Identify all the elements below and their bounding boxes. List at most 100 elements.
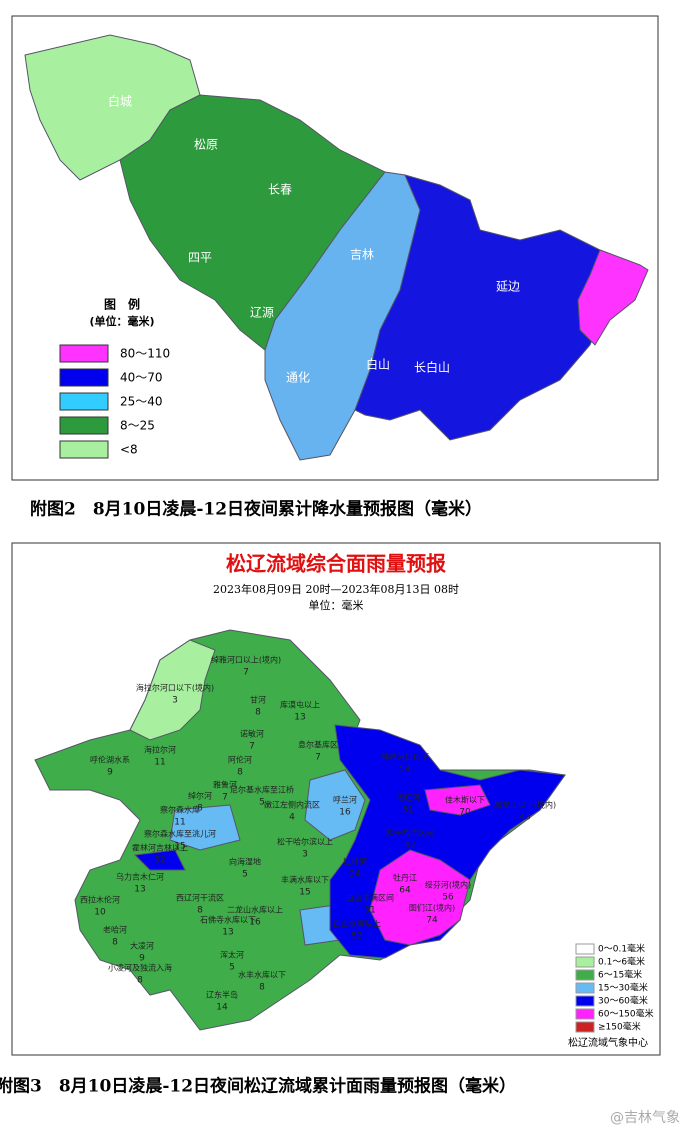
region-name: 库漠屯以上	[280, 700, 320, 710]
region-name: 甘河	[250, 695, 266, 705]
legend-label: 8～25	[120, 419, 155, 433]
place-label: 辽源	[250, 306, 274, 320]
region-value: 15	[174, 842, 185, 852]
region-name: 牡丹江	[393, 873, 417, 883]
region-name: 阿伦河	[228, 755, 252, 765]
region-value: 15	[299, 888, 310, 898]
region-value: 8	[259, 983, 265, 993]
legend-swatch	[59, 344, 109, 363]
legend-swatch	[575, 969, 595, 981]
watermark: @吉林气象	[610, 1110, 680, 1126]
region-value: 13	[222, 928, 233, 938]
place-label: 松原	[194, 138, 218, 152]
legend-swatch	[59, 392, 109, 411]
region-value: 5	[259, 798, 265, 808]
region-value: 24	[349, 870, 361, 880]
region-value: 3	[172, 696, 178, 706]
legend-unit: (单位：毫米)	[89, 314, 154, 328]
region-name: 老哈河	[103, 925, 127, 935]
region-name: 石佛寺水库以下	[200, 915, 256, 925]
region	[354, 174, 641, 441]
legend-label: 15～30毫米	[598, 982, 648, 994]
region-name: 察尔森水库	[160, 805, 200, 815]
region-name: 绥芬河(境内)	[425, 880, 471, 890]
source: 松辽流域气象中心	[568, 1036, 648, 1049]
region-value: 16	[249, 918, 261, 928]
place-label: 四平	[188, 251, 212, 265]
place-label: 吉林	[350, 248, 374, 262]
region-value: 43	[519, 813, 530, 823]
region-name: 嫩江左侧内流区	[264, 800, 320, 810]
region-value: 74	[426, 916, 438, 926]
region-name: 西拉木伦河	[80, 895, 120, 905]
legend-swatch	[575, 943, 595, 955]
region-value: 8	[137, 976, 143, 986]
map2-legend: 0～0.1毫米0.1～6毫米6～15毫米15～30毫米30～60毫米60～150…	[575, 943, 654, 1033]
map2-unit: 单位：毫米	[309, 598, 364, 612]
region-value: 9	[107, 768, 113, 778]
legend-swatch	[575, 995, 595, 1007]
region-value: 7	[249, 742, 255, 752]
legend-label: <8	[120, 443, 138, 457]
region-name: 松干哈佳区间	[386, 828, 434, 838]
region-value: 8	[255, 708, 261, 718]
region	[304, 769, 366, 841]
legend-swatch	[59, 440, 109, 459]
region-name: 呼兰河	[333, 795, 357, 805]
region-value: 4	[289, 813, 295, 823]
place-label: 通化	[286, 371, 310, 385]
region-name: 汤旺河	[396, 793, 420, 803]
caption: 附图3 8月10日凌晨-12日夜间松辽流域累计面雨量预报图（毫米）	[0, 1076, 516, 1097]
region	[169, 804, 241, 851]
region-name: 诺敏河	[240, 729, 264, 739]
region-name: 丰满水库以下	[281, 875, 329, 885]
region-name: 拉林河	[343, 857, 367, 867]
region	[369, 849, 471, 946]
legend-label: 25～40	[120, 395, 163, 409]
region-value: 56	[442, 893, 454, 903]
region-value: 31	[364, 906, 375, 916]
region-value: 8	[197, 804, 203, 814]
region-value: 13	[294, 713, 305, 723]
region-value: 64	[399, 886, 411, 896]
region-value: 11	[154, 758, 165, 768]
region-value: 42	[404, 841, 415, 851]
region-name: 水丰水库以下	[238, 970, 286, 980]
region-name: 佳木斯以下	[445, 795, 485, 805]
region-name: 息尔基库区	[298, 740, 338, 750]
region-name: 呼伦湖水系	[90, 755, 130, 765]
region-value: 3	[302, 850, 308, 860]
region	[424, 784, 491, 816]
region-name: 乌力吉木仁河	[116, 872, 164, 882]
region-name: 尼尔基水库至江桥	[230, 785, 294, 795]
place-label: 延边	[496, 280, 520, 294]
region-value: 52	[351, 932, 362, 942]
region-value: 8	[237, 768, 243, 778]
place-label: 白城	[108, 94, 132, 109]
region-name: 绰雅河口以下	[381, 752, 429, 762]
region-value: 10	[94, 908, 106, 918]
legend-label: 6～15毫米	[598, 969, 642, 981]
map2-subtitle: 2023年08月09日 20时—2023年08月13日 08时	[213, 582, 459, 596]
region-name: 辽东半岛	[206, 990, 238, 1000]
region-name: 图们江(境内)	[409, 903, 455, 913]
region-value: 7	[243, 668, 249, 678]
region-value: 70	[459, 808, 471, 818]
region-value: 51	[402, 806, 413, 816]
region-value: 13	[134, 885, 145, 895]
map2-title: 松辽流域综合面雨量预报	[226, 552, 446, 576]
region-value: 8	[197, 906, 203, 916]
place-label: 长白山	[414, 360, 450, 375]
legend-label: 40～70	[120, 371, 163, 385]
region-name: 白山丰满区间	[346, 893, 394, 903]
legend-swatch	[575, 1021, 595, 1033]
region-name: 白山水库以上	[333, 919, 381, 929]
caption: 附图2 8月10日凌晨-12日夜间累计降水量预报图（毫米）	[30, 499, 482, 520]
place-label: 白山	[366, 357, 390, 372]
region-name: 察尔森水库至洮儿河	[144, 829, 216, 839]
map1-legend: 图 例 (单位：毫米) 80～110 40～70 25～40 8～25 <8	[59, 297, 170, 459]
region-name: 二龙山水库以上	[227, 905, 283, 915]
region-name: 霍林河吉林以上	[132, 843, 188, 853]
